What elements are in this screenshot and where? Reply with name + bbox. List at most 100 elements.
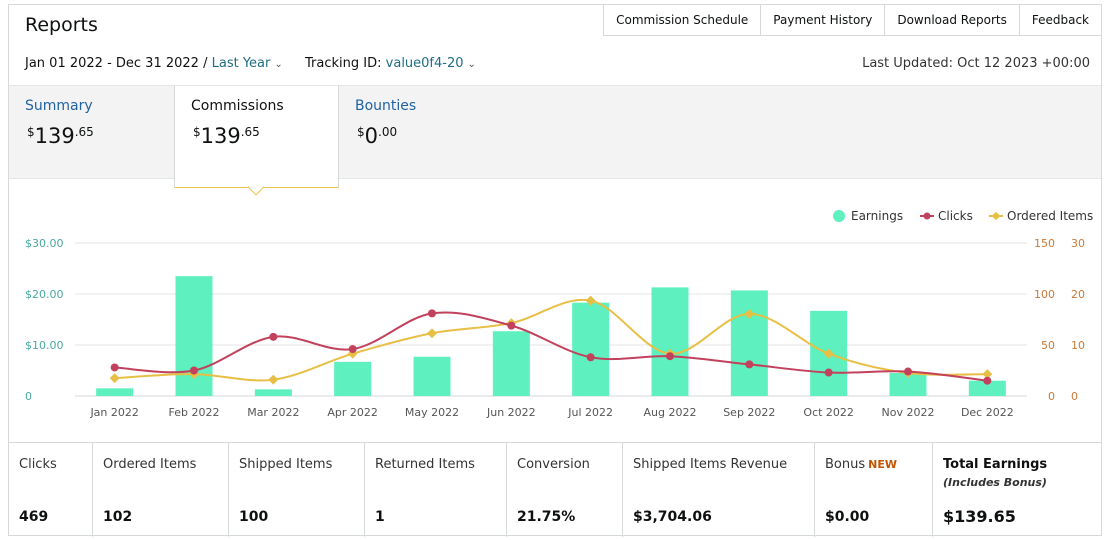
chevron-down-icon: ⌄ xyxy=(467,59,476,70)
clicks-point xyxy=(666,352,674,361)
stat-value: 1 xyxy=(375,509,385,525)
x-tick-label: Jan 2022 xyxy=(89,406,138,419)
new-badge: NEW xyxy=(868,458,897,471)
earnings-bar xyxy=(572,302,610,396)
earnings-bar xyxy=(492,331,530,396)
x-tick-label: Aug 2022 xyxy=(644,406,697,419)
x-tick-label: May 2022 xyxy=(405,406,459,419)
clicks-point xyxy=(110,363,119,372)
x-tick-label: Sep 2022 xyxy=(723,406,775,419)
x-tick-label: Dec 2022 xyxy=(961,406,1014,419)
stat-value: 469 xyxy=(19,509,49,525)
ordered-items-point xyxy=(585,295,596,306)
tab-summary-amount: $139.65 xyxy=(27,124,94,148)
legend-clicks-marker xyxy=(923,212,931,220)
period-dropdown[interactable]: Last Year ⌄ xyxy=(212,56,283,71)
y-right-ordered-tick-label: 10 xyxy=(1071,339,1085,352)
tracking-id-dropdown[interactable]: value0f4-20 ⌄ xyxy=(386,56,476,71)
clicks-point xyxy=(428,309,436,318)
stat-label: Returned Items xyxy=(375,457,475,472)
reports-panel: Reports Commission Schedule Payment Hist… xyxy=(8,4,1102,537)
tracking-id-value: value0f4-20 xyxy=(385,56,464,71)
stat-total-earnings: Total Earnings (Includes Bonus) $139.65 xyxy=(933,443,1101,537)
legend-label: Earnings xyxy=(851,209,903,223)
y-right-ordered-tick-label: 0 xyxy=(1071,390,1078,403)
stat-shipped-revenue: Shipped Items Revenue $3,704.06 xyxy=(623,443,815,537)
earnings-bar xyxy=(96,388,134,396)
stat-shipped-items: Shipped Items 100 xyxy=(229,443,365,537)
clicks-point xyxy=(586,353,595,362)
period-label: Last Year xyxy=(211,56,271,71)
ordered-items-point xyxy=(268,374,279,385)
x-tick-label: Nov 2022 xyxy=(882,406,935,419)
stats-row: Clicks 469 Ordered Items 102 Shipped Ite… xyxy=(9,442,1101,537)
tab-bounties[interactable]: Bounties $0.00 xyxy=(339,86,504,180)
tab-commissions[interactable]: Commissions $139.65 xyxy=(174,85,339,196)
x-tick-label: Apr 2022 xyxy=(327,406,378,419)
earnings-bar xyxy=(334,361,372,396)
y-right-clicks-tick-label: 0 xyxy=(1048,390,1055,403)
y-left-tick-label: $10.00 xyxy=(25,339,64,352)
stat-conversion: Conversion 21.75% xyxy=(507,443,623,537)
date-range-text: Jan 01 2022 - Dec 31 2022 xyxy=(25,56,199,71)
y-right-ordered-tick-label: 30 xyxy=(1071,237,1085,250)
chevron-down-icon: ⌄ xyxy=(274,59,283,70)
stat-label: Ordered Items xyxy=(103,457,197,472)
tab-bounties-amount: $0.00 xyxy=(357,124,398,148)
stat-label: Shipped Items xyxy=(239,457,333,472)
summary-tabs: Summary $139.65 Commissions $139.65 Boun… xyxy=(9,85,1101,196)
clicks-point xyxy=(745,360,754,369)
payment-history-link[interactable]: Payment History xyxy=(760,4,885,36)
y-left-tick-label: $20.00 xyxy=(25,288,64,301)
stat-value: 102 xyxy=(103,509,133,525)
y-right-clicks-tick-label: 100 xyxy=(1034,288,1055,301)
earnings-chart: 0 0 0 $10.00 50 10 $20.00 100 20 $30.00 150 30 Jan 2… xyxy=(9,181,1101,441)
earnings-bar xyxy=(651,287,689,396)
clicks-point xyxy=(190,366,198,375)
stat-bonus: Bonus NEW $0.00 xyxy=(815,443,933,537)
ordered-items-point xyxy=(823,348,834,359)
earnings-bar xyxy=(413,356,451,396)
ordered-items-point xyxy=(427,328,437,339)
tab-commissions-amount: $139.65 xyxy=(193,124,260,148)
y-left-tick-label: 0 xyxy=(25,390,32,403)
stat-ordered-items: Ordered Items 102 xyxy=(93,443,229,537)
tab-summary[interactable]: Summary $139.65 xyxy=(9,86,174,180)
stat-label: Conversion xyxy=(517,457,590,472)
stat-clicks: Clicks 469 xyxy=(9,443,93,537)
ordered-items-point xyxy=(982,369,993,380)
earnings-bar xyxy=(254,389,292,396)
legend-earnings-marker xyxy=(833,210,845,222)
stat-label: Clicks xyxy=(19,457,57,472)
tab-summary-label: Summary xyxy=(25,98,93,114)
stat-sublabel: (Includes Bonus) xyxy=(943,476,1047,489)
chart-svg: 0 0 0 $10.00 50 10 $20.00 100 20 $30.00 150 30 Jan 2… xyxy=(25,209,1093,419)
clicks-point xyxy=(983,376,992,385)
stat-returned-items: Returned Items 1 xyxy=(365,443,507,537)
x-tick-label: Feb 2022 xyxy=(169,406,220,419)
x-tick-label: Mar 2022 xyxy=(247,406,299,419)
stat-label: Total Earnings xyxy=(943,457,1048,472)
clicks-point xyxy=(507,321,516,330)
x-tick-label: Jun 2022 xyxy=(486,406,536,419)
earnings-bar xyxy=(889,373,927,396)
earnings-bar xyxy=(730,290,768,396)
earnings-bar xyxy=(968,380,1006,396)
y-right-clicks-tick-label: 50 xyxy=(1041,339,1055,352)
legend-label: Clicks xyxy=(938,209,973,223)
download-reports-link[interactable]: Download Reports xyxy=(884,4,1019,36)
ordered-items-point xyxy=(744,308,755,319)
last-updated-text: Last Updated: Oct 12 2023 +00:00 xyxy=(862,56,1090,71)
x-tick-label: Jul 2022 xyxy=(567,406,613,419)
clicks-point xyxy=(824,368,833,377)
y-left-tick-label: $30.00 xyxy=(25,237,64,250)
feedback-link[interactable]: Feedback xyxy=(1018,4,1102,36)
tab-commissions-label: Commissions xyxy=(191,98,284,114)
y-right-ordered-tick-label: 20 xyxy=(1071,288,1085,301)
stat-label: Shipped Items Revenue xyxy=(633,457,788,472)
stat-value: $3,704.06 xyxy=(633,509,712,525)
commission-schedule-link[interactable]: Commission Schedule xyxy=(603,4,761,36)
legend-label: Ordered Items xyxy=(1007,209,1093,223)
tracking-id-label: Tracking ID: xyxy=(305,56,382,71)
x-tick-label: Oct 2022 xyxy=(803,406,854,419)
